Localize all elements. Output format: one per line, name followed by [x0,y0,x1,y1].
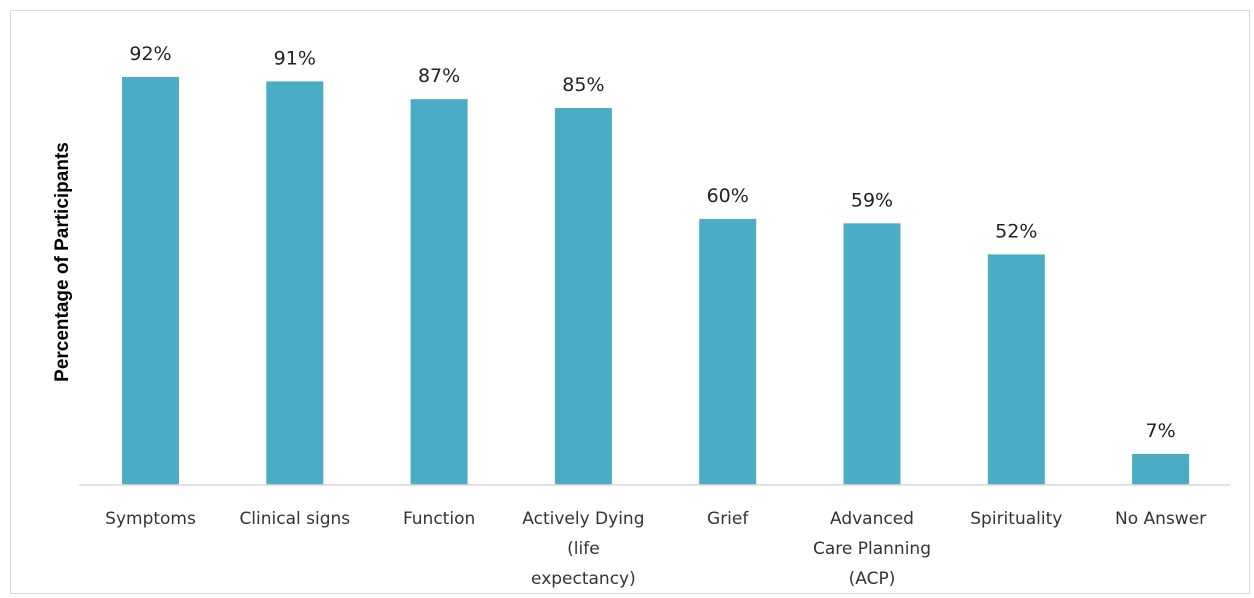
bar-5 [844,223,901,485]
category-label-2: Function [403,509,475,529]
category-label-0: Symptoms [105,509,196,529]
bar-2 [411,99,468,485]
category-label-line: Actively Dying [522,509,644,529]
category-label-line: Clinical signs [239,509,350,529]
category-label-line: (ACP) [849,569,896,589]
category-label-5: Advanced Care Planning (ACP) [813,509,931,589]
category-label-line: Spirituality [970,509,1062,529]
category-label-line: Function [403,509,475,529]
category-label-line: Care Planning [813,539,931,559]
bar-7 [1132,454,1189,485]
bars-group [122,77,1189,485]
category-label-line: expectancy) [531,569,636,589]
category-label-7: No Answer [1115,509,1206,529]
bar-1 [266,81,323,485]
y-axis-label: Percentage of Participants [52,142,73,382]
value-label-7: 7% [1146,420,1176,442]
category-label-4: Grief [707,509,749,529]
value-label-6: 52% [995,220,1037,242]
value-label-2: 87% [418,65,460,87]
bar-3 [555,108,612,485]
category-label-6: Spirituality [970,509,1062,529]
category-label-line: Advanced [830,509,914,529]
value-label-3: 85% [562,74,604,96]
value-label-5: 59% [851,189,893,211]
category-label-3: Actively Dying (life expectancy) [522,509,644,589]
bar-0 [122,77,179,485]
bar-4 [699,219,756,485]
bar-6 [988,254,1045,485]
value-label-4: 60% [707,185,749,207]
value-label-1: 91% [274,47,316,69]
category-label-line: Symptoms [105,509,196,529]
category-label-line: No Answer [1115,509,1206,529]
category-label-line: (life [567,539,600,559]
category-label-line: Grief [707,509,749,529]
category-labels-group: Symptoms Clinical signs Function Actively D… [105,509,1206,589]
value-label-0: 92% [129,43,171,65]
category-label-1: Clinical signs [239,509,350,529]
